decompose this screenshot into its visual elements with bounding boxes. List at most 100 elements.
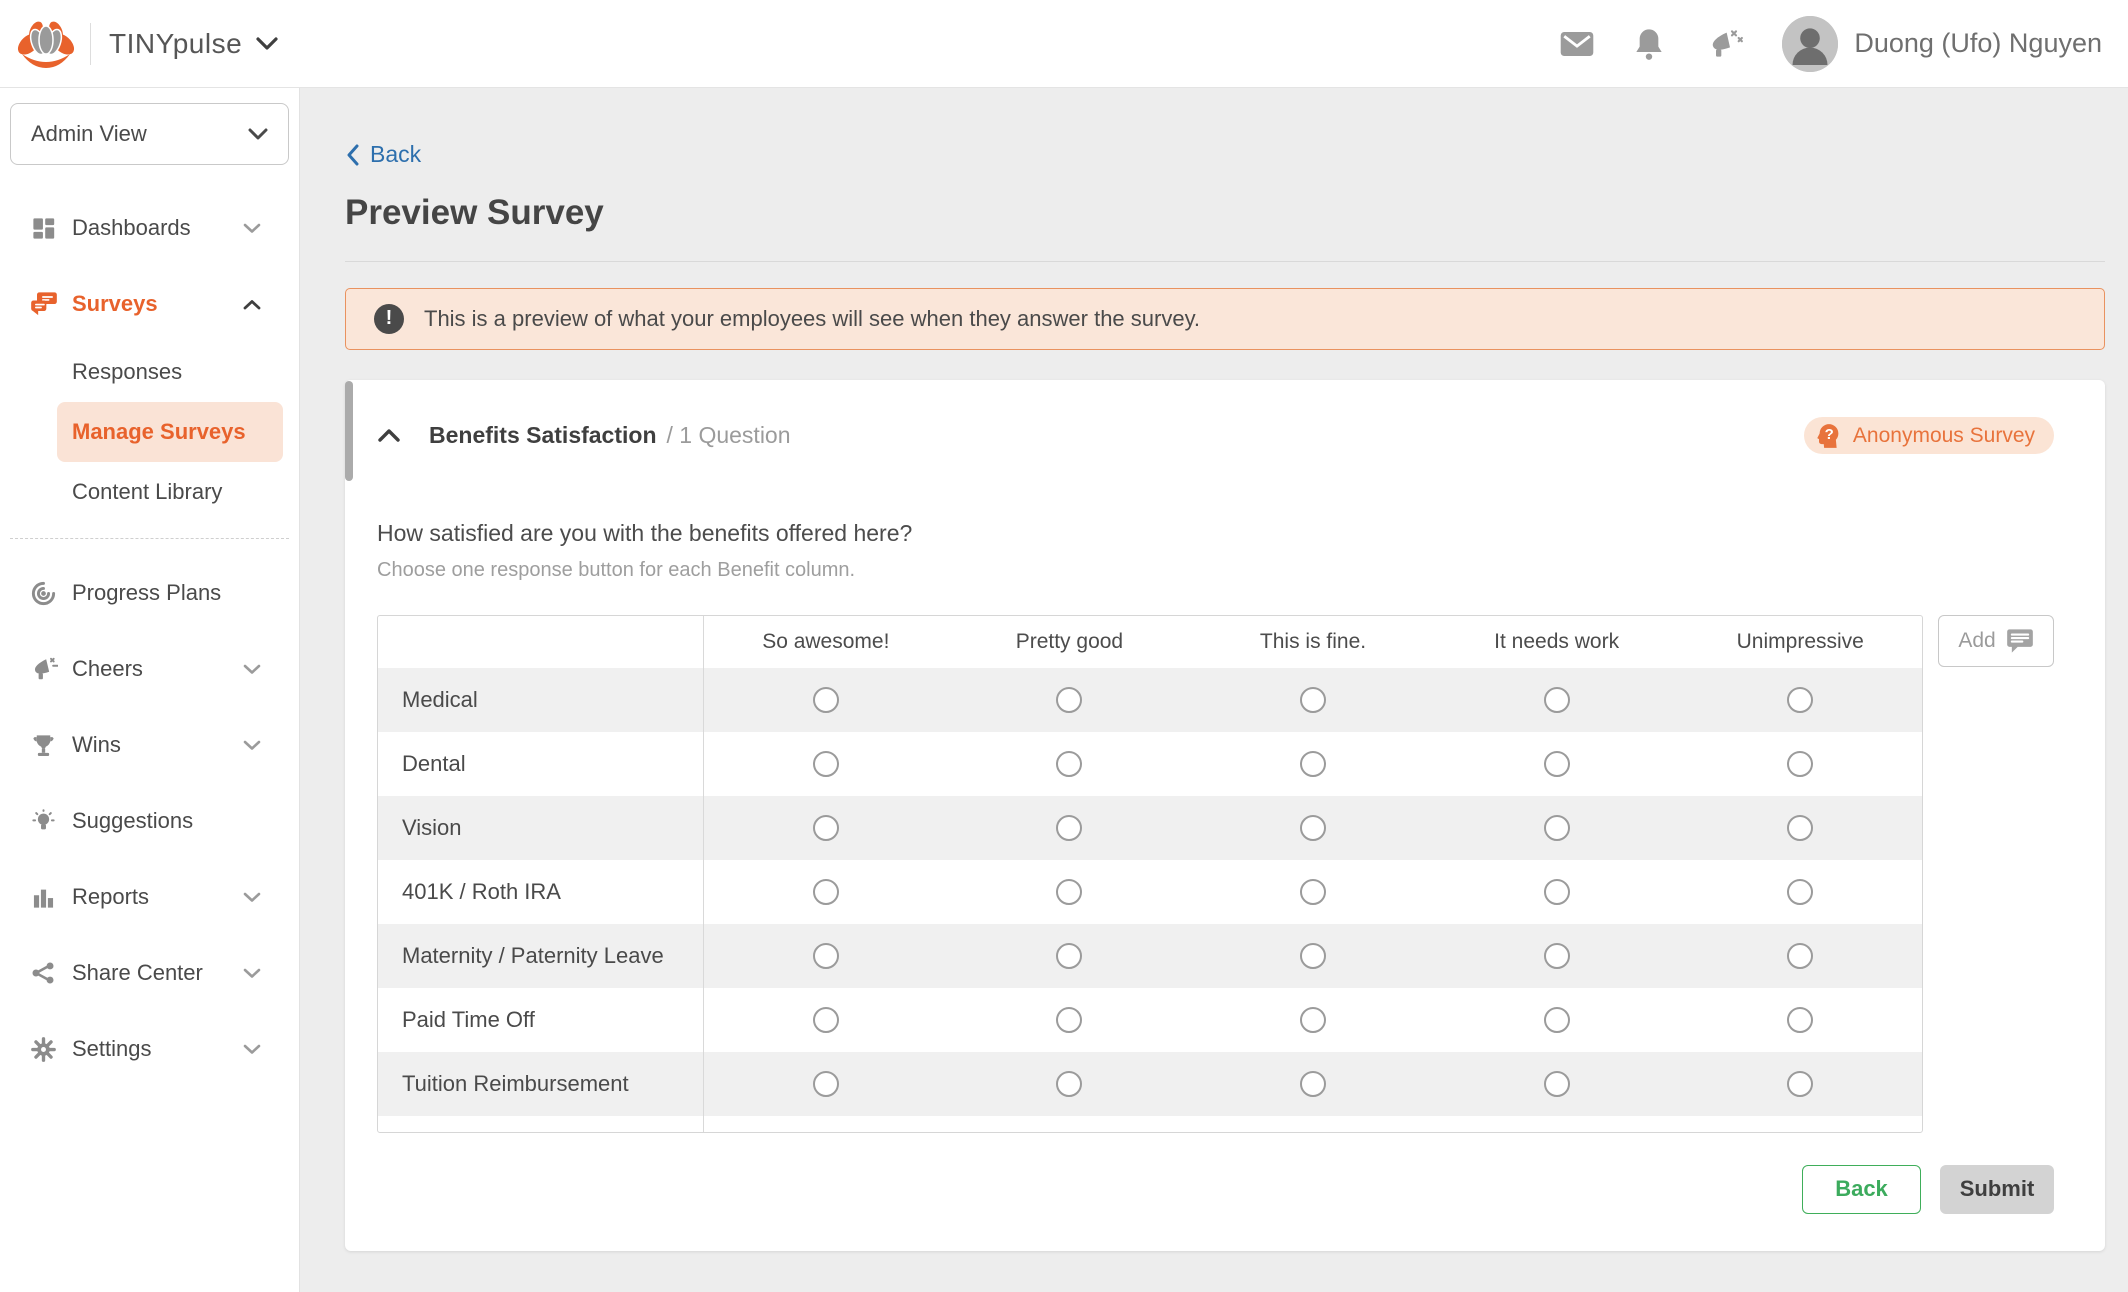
anonymous-head-icon: ? [1817,423,1839,448]
sidebar: Admin View Dashboards Sur [0,88,300,1292]
radio-button[interactable] [1543,814,1570,841]
radio-button[interactable] [812,1006,839,1033]
nav-divider [10,538,289,539]
view-selector-chevron-down-icon [248,128,268,141]
survey-card: Benefits Satisfaction / 1 Question ? Ano… [345,379,2105,1251]
back-link[interactable]: Back [345,141,421,168]
radio-button[interactable] [1787,942,1814,969]
radio-button[interactable] [812,878,839,905]
card-scrollbar-thumb[interactable] [345,380,353,481]
sidebar-item-label: Dashboards [72,215,191,240]
collapse-chevron-up-icon[interactable] [377,428,401,443]
radio-button[interactable] [1300,1070,1327,1097]
radio-button[interactable] [1056,750,1083,777]
survey-submit-button[interactable]: Submit [1940,1164,2054,1214]
alert-exclamation-icon: ! [374,303,404,334]
radio-button[interactable] [1056,1006,1083,1033]
anonymous-badge-label: Anonymous Survey [1852,423,2035,447]
row-label: Dental [378,731,704,796]
survey-title: Benefits Satisfaction [429,422,657,448]
sidebar-item-suggestions[interactable]: Suggestions [0,783,299,859]
sidebar-subitem-content-library[interactable]: Content Library [72,479,223,504]
suggestions-icon [30,808,60,835]
survey-back-button[interactable]: Back [1802,1164,1921,1214]
radio-button[interactable] [1787,1070,1814,1097]
radio-button[interactable] [1543,686,1570,713]
column-header: It needs work [1494,629,1620,653]
radio-button[interactable] [1787,1006,1814,1033]
sidebar-subitem-manage-surveys[interactable]: Manage Surveys [57,402,283,462]
add-button-label: Add [1958,628,1996,652]
radio-button[interactable] [812,686,839,713]
alert-text: This is a preview of what your employees… [424,305,1201,331]
radio-button[interactable] [1056,814,1083,841]
surveys-icon [30,291,60,317]
radio-button[interactable] [1543,878,1570,905]
table-header-row: So awesome! Pretty good This is fine. It… [378,615,1922,668]
radio-button[interactable] [1787,814,1814,841]
page-title: Preview Survey [345,192,604,232]
sidebar-item-share-center[interactable]: Share Center [0,935,299,1011]
row-label: Maternity / Paternity Leave [378,923,704,988]
radio-button[interactable] [1300,1006,1327,1033]
radio-button[interactable] [1300,878,1327,905]
radio-button[interactable] [812,1070,839,1097]
sidebar-item-reports[interactable]: Reports [0,859,299,935]
sidebar-item-label: Progress Plans [72,580,222,605]
radio-button[interactable] [1056,686,1083,713]
radio-button[interactable] [1300,942,1327,969]
wins-icon [30,732,60,759]
sidebar-item-progress-plans[interactable]: Progress Plans [0,555,299,631]
radio-button[interactable] [1056,878,1083,905]
user-name[interactable]: Duong (Ufo) Nguyen [1854,28,2102,58]
reports-icon [30,884,60,911]
sidebar-item-label: Surveys [72,291,158,316]
brand-divider [90,22,91,65]
table-row-401k: 401K / Roth IRA [378,859,1922,924]
chevron-down-icon [243,968,261,979]
announcement-icon[interactable] [1704,27,1744,61]
radio-button[interactable] [1300,750,1327,777]
benefits-matrix-table: So awesome! Pretty good This is fine. It… [377,614,1924,1133]
sidebar-item-dashboards[interactable]: Dashboards [0,190,299,266]
topbar: TINYpulse Duong (Ufo) Nguyen [0,0,2128,88]
sidebar-subitem-responses[interactable]: Responses [72,359,183,384]
sidebar-item-settings[interactable]: Settings [0,1011,299,1087]
user-avatar[interactable] [1782,15,1839,72]
sidebar-item-cheers[interactable]: Cheers [0,631,299,707]
column-header: This is fine. [1259,629,1367,653]
row-label: Medical [378,667,704,732]
radio-button[interactable] [812,814,839,841]
survey-card-header: Benefits Satisfaction / 1 Question ? Ano… [377,417,2054,454]
sidebar-item-wins[interactable]: Wins [0,707,299,783]
radio-button[interactable] [1543,942,1570,969]
tinypulse-home-link[interactable]: TINYpulse [14,16,278,72]
radio-button[interactable] [812,750,839,777]
table-row-vision: Vision [378,795,1923,860]
sidebar-item-surveys[interactable]: Surveys [0,266,299,342]
radio-button[interactable] [1300,814,1327,841]
radio-button[interactable] [1300,686,1327,713]
radio-button[interactable] [1787,686,1814,713]
survey-question: How satisfied are you with the benefits … [377,519,913,546]
bell-icon[interactable] [1634,28,1664,60]
mail-icon[interactable] [1560,31,1594,57]
sidebar-item-label: Cheers [72,656,143,681]
radio-button[interactable] [1543,750,1570,777]
radio-button[interactable] [1056,942,1083,969]
radio-button[interactable] [1543,1006,1570,1033]
add-button[interactable]: Add [1938,614,2054,667]
radio-button[interactable] [1543,1070,1570,1097]
radio-button[interactable] [1787,878,1814,905]
back-link-label: Back [370,141,422,167]
sidebar-item-label: Settings [72,1036,152,1061]
radio-button[interactable] [1787,750,1814,777]
row-label: Vision [378,795,704,860]
radio-button[interactable] [1056,1070,1083,1097]
survey-question-hint: Choose one response button for each Bene… [377,558,856,581]
view-selector[interactable]: Admin View [10,103,289,165]
footer-empty-cell [378,1115,704,1132]
header-empty-cell [378,615,704,668]
table-row-tuition: Tuition Reimbursement [378,1051,1923,1116]
radio-button[interactable] [812,942,839,969]
